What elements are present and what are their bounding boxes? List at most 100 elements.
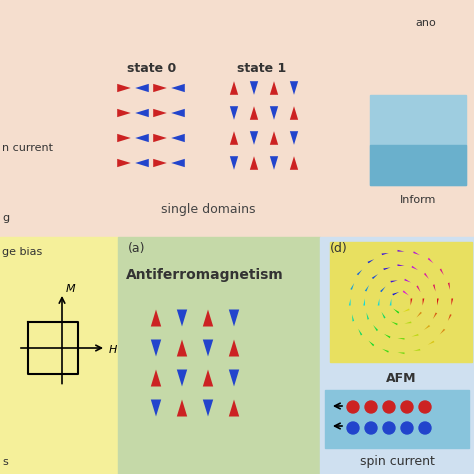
- Text: n current: n current: [2, 143, 53, 153]
- Polygon shape: [417, 312, 422, 318]
- Polygon shape: [363, 299, 365, 306]
- Text: ge bias: ge bias: [2, 247, 42, 257]
- Bar: [118, 237, 320, 474]
- Polygon shape: [290, 131, 298, 145]
- Polygon shape: [117, 134, 131, 142]
- Text: ano: ano: [415, 18, 436, 28]
- Circle shape: [347, 422, 359, 434]
- Polygon shape: [350, 283, 354, 290]
- Bar: [330, 242, 472, 362]
- Polygon shape: [382, 349, 389, 353]
- Polygon shape: [382, 253, 389, 255]
- Polygon shape: [384, 334, 391, 338]
- Polygon shape: [428, 341, 435, 345]
- Polygon shape: [135, 109, 149, 117]
- Polygon shape: [413, 251, 420, 255]
- Polygon shape: [117, 84, 131, 92]
- Polygon shape: [203, 310, 213, 327]
- Polygon shape: [177, 310, 187, 327]
- Polygon shape: [135, 84, 149, 92]
- Polygon shape: [365, 285, 369, 292]
- Polygon shape: [117, 159, 131, 167]
- Polygon shape: [367, 259, 374, 263]
- Polygon shape: [230, 106, 238, 120]
- Text: (a): (a): [128, 241, 146, 255]
- Polygon shape: [372, 274, 378, 279]
- Polygon shape: [382, 312, 385, 319]
- Polygon shape: [403, 309, 410, 312]
- Polygon shape: [203, 339, 213, 356]
- Polygon shape: [417, 285, 420, 292]
- Circle shape: [401, 401, 413, 413]
- Polygon shape: [203, 370, 213, 386]
- Bar: [370, 145, 466, 185]
- Text: H: H: [109, 345, 118, 355]
- Polygon shape: [153, 134, 167, 142]
- Polygon shape: [380, 286, 385, 292]
- Polygon shape: [440, 329, 445, 335]
- Polygon shape: [411, 266, 418, 270]
- Polygon shape: [433, 312, 437, 319]
- Polygon shape: [424, 273, 429, 279]
- Polygon shape: [378, 299, 379, 306]
- Polygon shape: [437, 299, 439, 306]
- Polygon shape: [270, 156, 278, 170]
- Polygon shape: [393, 309, 399, 314]
- Polygon shape: [171, 134, 185, 142]
- Polygon shape: [135, 134, 149, 142]
- Polygon shape: [177, 400, 187, 417]
- Polygon shape: [383, 267, 391, 270]
- Circle shape: [383, 401, 395, 413]
- Text: Antiferromagnetism: Antiferromagnetism: [126, 268, 284, 282]
- Polygon shape: [270, 131, 278, 145]
- Polygon shape: [404, 279, 411, 283]
- Polygon shape: [410, 299, 412, 306]
- Polygon shape: [250, 81, 258, 95]
- Polygon shape: [290, 106, 298, 120]
- Polygon shape: [270, 81, 278, 95]
- Polygon shape: [229, 400, 239, 417]
- Polygon shape: [250, 131, 258, 145]
- Bar: [370, 95, 466, 185]
- Circle shape: [401, 422, 413, 434]
- Polygon shape: [369, 341, 374, 346]
- Bar: [325, 390, 469, 448]
- Polygon shape: [171, 109, 185, 117]
- Polygon shape: [153, 84, 167, 92]
- Polygon shape: [398, 264, 404, 266]
- Polygon shape: [151, 339, 161, 356]
- Polygon shape: [391, 281, 398, 283]
- Text: spin current: spin current: [360, 456, 435, 468]
- Text: state 1: state 1: [237, 62, 287, 74]
- Bar: [0, 0, 474, 237]
- Polygon shape: [358, 329, 362, 336]
- Polygon shape: [290, 81, 298, 95]
- Polygon shape: [250, 156, 258, 170]
- Bar: [320, 237, 474, 474]
- Polygon shape: [413, 349, 420, 351]
- Polygon shape: [403, 291, 409, 295]
- Text: (d): (d): [330, 241, 348, 255]
- Text: AFM: AFM: [386, 372, 416, 384]
- Polygon shape: [171, 159, 185, 167]
- Circle shape: [365, 422, 377, 434]
- Circle shape: [383, 422, 395, 434]
- Circle shape: [365, 401, 377, 413]
- Polygon shape: [373, 325, 378, 331]
- Polygon shape: [151, 400, 161, 417]
- Polygon shape: [448, 283, 450, 290]
- Polygon shape: [290, 156, 298, 170]
- Polygon shape: [230, 156, 238, 170]
- Text: state 0: state 0: [128, 62, 177, 74]
- Polygon shape: [349, 299, 351, 306]
- Text: single domains: single domains: [161, 203, 255, 217]
- Text: s: s: [2, 457, 8, 467]
- Polygon shape: [229, 310, 239, 327]
- Circle shape: [419, 422, 431, 434]
- Polygon shape: [177, 370, 187, 386]
- Polygon shape: [203, 400, 213, 417]
- Polygon shape: [177, 339, 187, 356]
- Polygon shape: [392, 292, 399, 295]
- Bar: [0, 237, 118, 474]
- Polygon shape: [398, 352, 404, 354]
